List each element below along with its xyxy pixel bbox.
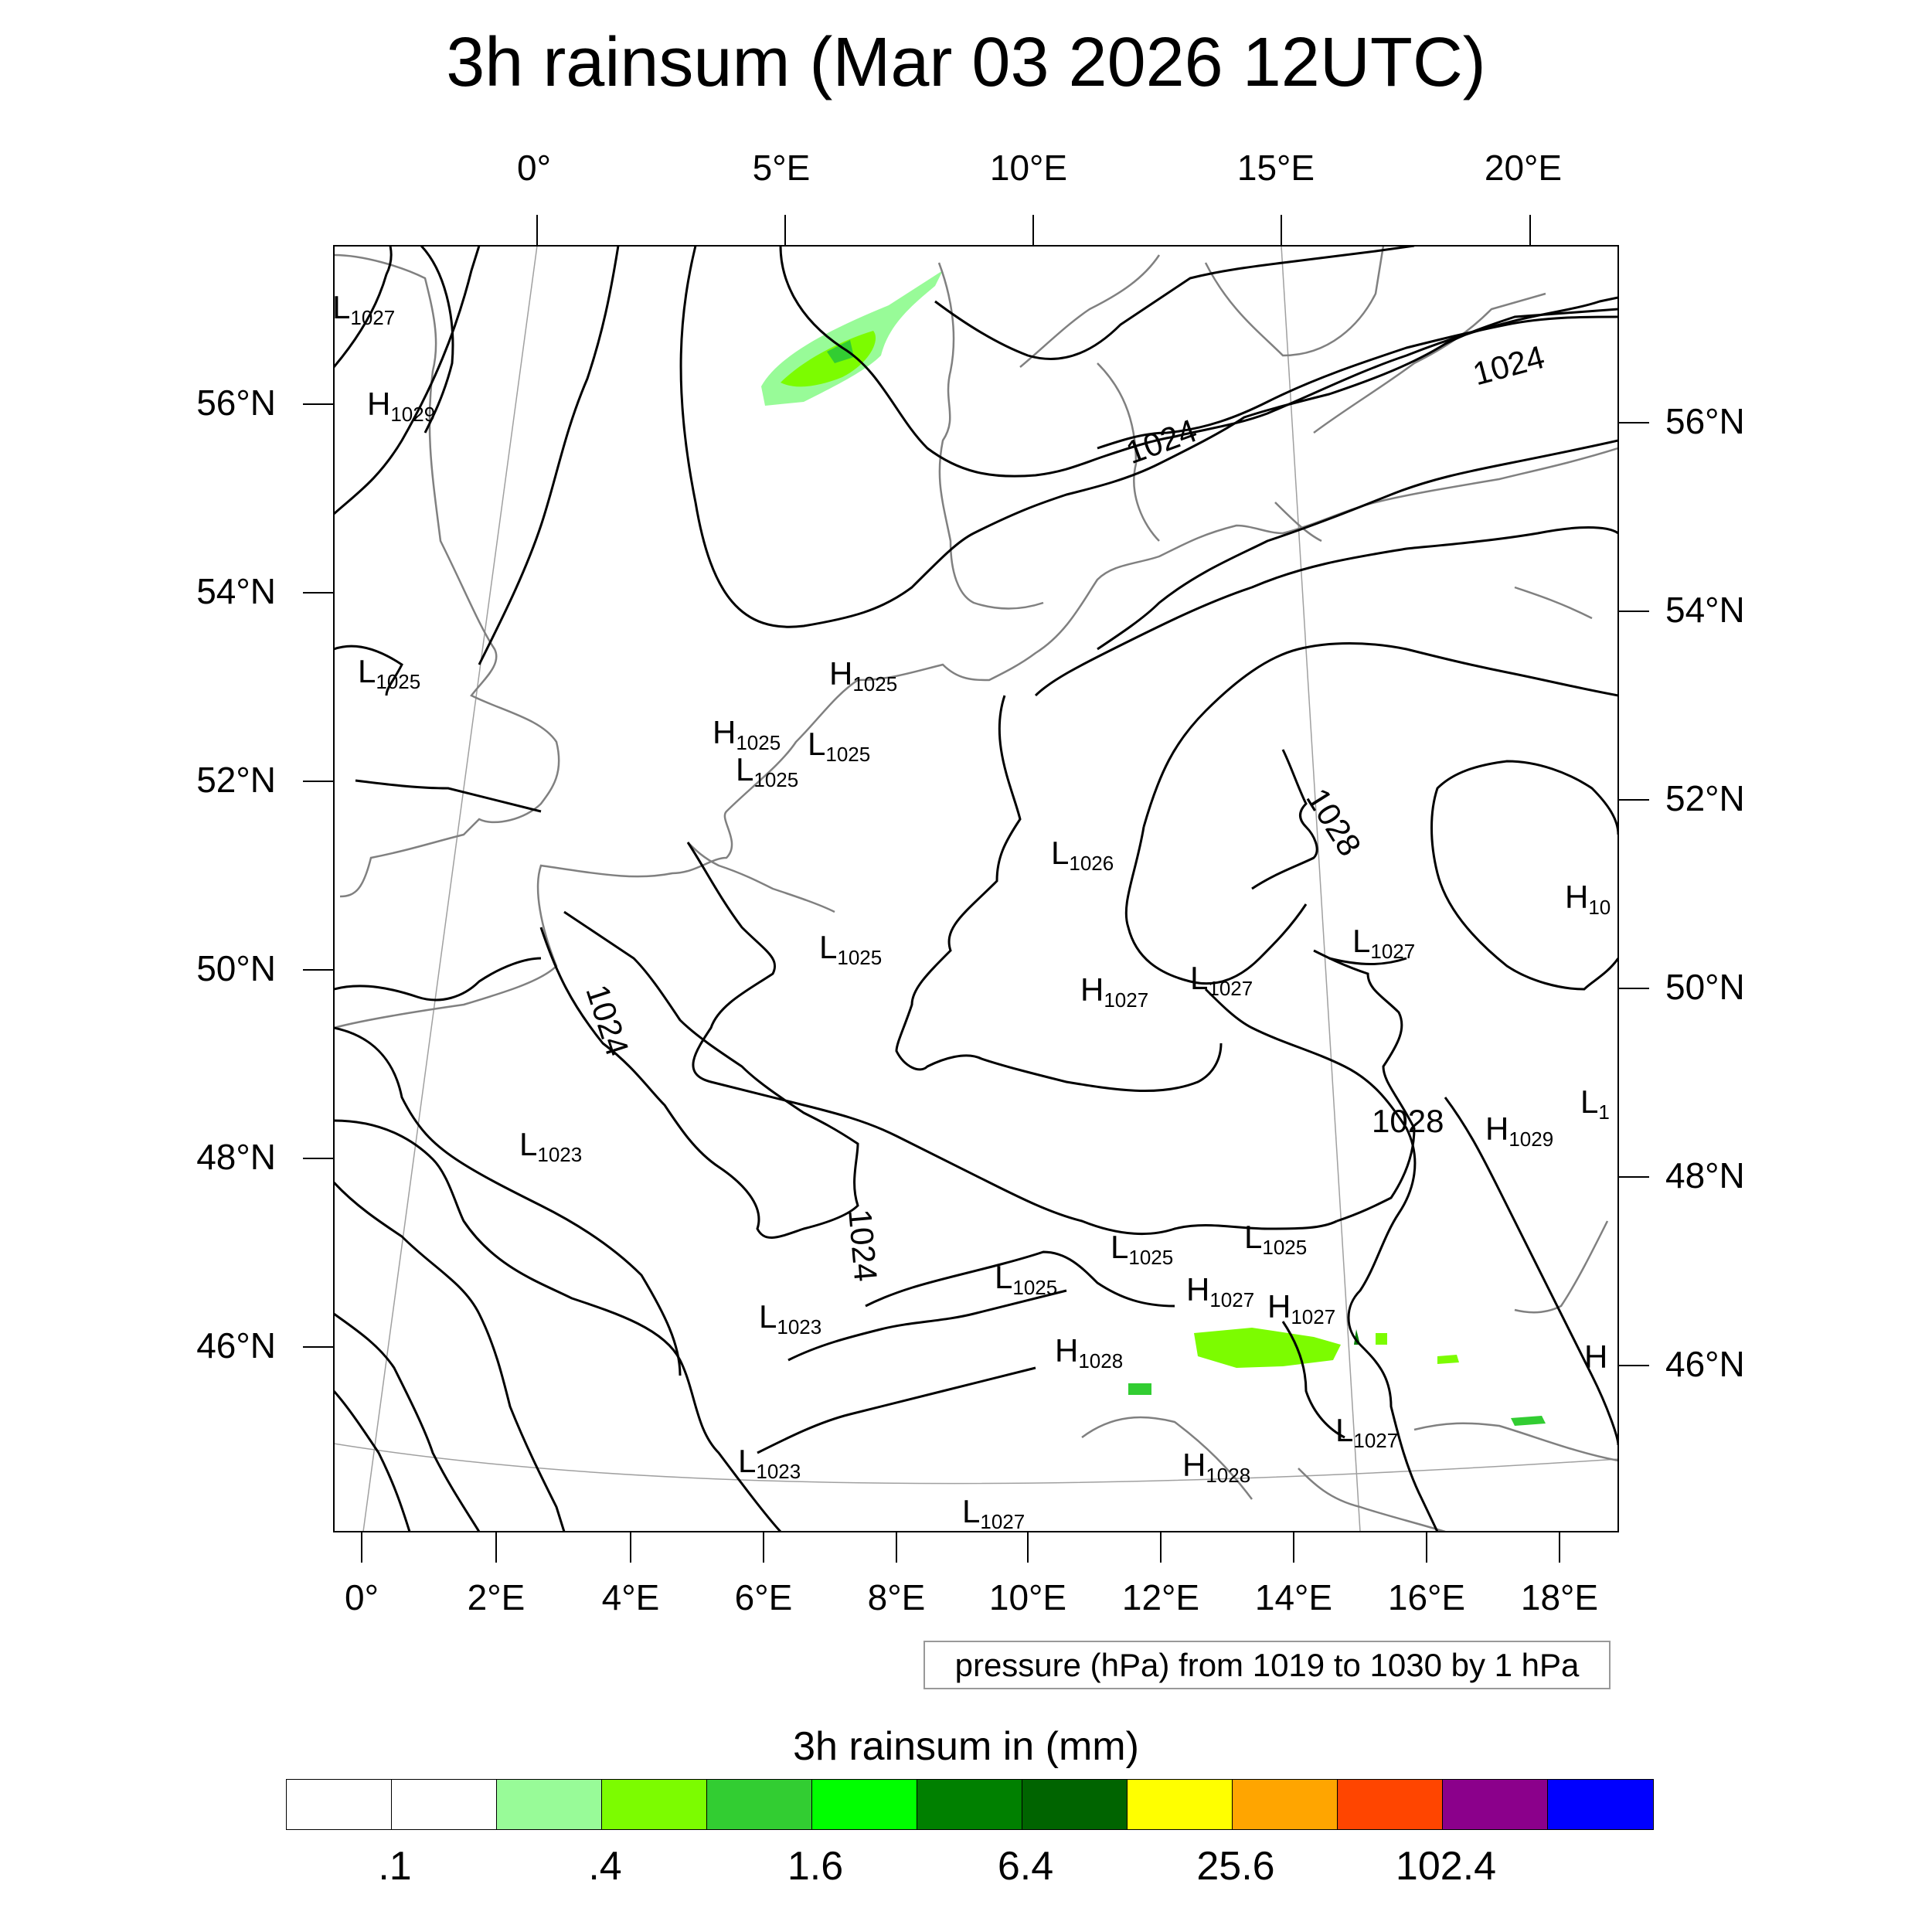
- pressure-center-label: H1025: [713, 714, 781, 754]
- right-lat-label: 50°N: [1665, 967, 1745, 1007]
- colorbar-swatch: [392, 1780, 497, 1829]
- colorbar-swatch: [1233, 1780, 1338, 1829]
- coastlines: [334, 246, 1618, 1532]
- axis-ticks: [303, 215, 1649, 1563]
- colorbar-tick-label: 1.6: [787, 1844, 844, 1889]
- pressure-center-label: L1027: [1190, 960, 1253, 1000]
- bottom-lon-label: 4°E: [601, 1577, 660, 1617]
- pressure-center-label: L1027: [962, 1493, 1025, 1533]
- left-lat-label: 56°N: [196, 383, 276, 423]
- colorbar-tick-label: 25.6: [1196, 1844, 1275, 1889]
- left-lat-label: 46°N: [196, 1325, 276, 1366]
- right-lat-label: 54°N: [1665, 590, 1745, 630]
- bottom-lon-label: 8°E: [867, 1577, 926, 1617]
- pressure-center-label: L1025: [1111, 1229, 1173, 1269]
- right-lat-label: 56°N: [1665, 401, 1745, 441]
- top-lon-label: 10°E: [989, 148, 1068, 188]
- colorbar-tick-label: 102.4: [1395, 1844, 1497, 1889]
- pressure-center-label: H1027: [1186, 1271, 1254, 1311]
- pressure-center-label: H10: [1565, 879, 1611, 919]
- isobar-label: 1028: [1299, 782, 1368, 862]
- pressure-center-label: L1025: [358, 653, 420, 693]
- pressure-center-label: H1029: [1485, 1111, 1553, 1151]
- graticule: [334, 246, 1618, 1532]
- pressure-center-label: H: [1584, 1338, 1607, 1375]
- left-lat-label: 52°N: [196, 760, 276, 800]
- pressure-centers: L1027 H1029 L1025 H1025 H1025 L1025 L102…: [332, 289, 1611, 1533]
- bottom-lon-label: 2°E: [467, 1577, 526, 1617]
- isobar-labels: 1024 1024 1024 1024 1028 1028: [579, 338, 1548, 1283]
- pressure-center-label: L1023: [519, 1126, 582, 1166]
- pressure-center-label: H1027: [1267, 1288, 1335, 1328]
- colorbar-swatch: [917, 1780, 1022, 1829]
- isobars: [334, 246, 1618, 1532]
- pressure-center-label: L1025: [736, 751, 798, 791]
- colorbar-swatch: [497, 1780, 602, 1829]
- isobar-label: 1028: [1372, 1103, 1444, 1139]
- isobar-label: 1024: [842, 1208, 884, 1283]
- pressure-center-label: L1026: [1051, 835, 1114, 875]
- pressure-center-label: L1025: [1244, 1219, 1307, 1259]
- bottom-lon-label: 6°E: [734, 1577, 793, 1617]
- pressure-center-label: L1025: [808, 726, 870, 766]
- bottom-lon-label: 16°E: [1387, 1577, 1466, 1617]
- isobar-label: 1024: [579, 981, 636, 1060]
- colorbar-tick-label: .1: [378, 1844, 412, 1889]
- bottom-lon-label: 18°E: [1520, 1577, 1599, 1617]
- right-lat-label: 48°N: [1665, 1155, 1745, 1196]
- top-lon-label: 5°E: [752, 148, 811, 188]
- bottom-lon-label: 14°E: [1254, 1577, 1333, 1617]
- pressure-center-label: L1025: [995, 1259, 1057, 1299]
- colorbar-swatch: [1443, 1780, 1548, 1829]
- right-lat-label: 46°N: [1665, 1344, 1745, 1384]
- pressure-center-label: H1025: [829, 655, 897, 696]
- pressure-center-label: H1028: [1182, 1447, 1250, 1487]
- colorbar-swatch: [1548, 1780, 1653, 1829]
- colorbar-title: 3h rainsum in (mm): [793, 1724, 1139, 1769]
- left-lat-label: 48°N: [196, 1137, 276, 1177]
- map-frame: [333, 245, 1619, 1532]
- pressure-center-label: H1028: [1055, 1332, 1123, 1372]
- colorbar: [286, 1779, 1654, 1830]
- colorbar-tick-label: .4: [588, 1844, 622, 1889]
- top-lon-label: 20°E: [1484, 148, 1563, 188]
- colorbar-swatch: [1022, 1780, 1128, 1829]
- right-lat-label: 52°N: [1665, 778, 1745, 818]
- colorbar-swatch: [812, 1780, 917, 1829]
- colorbar-swatch: [287, 1780, 392, 1829]
- colorbar-tick-label: 6.4: [997, 1844, 1054, 1889]
- bottom-lon-label: 0°: [345, 1577, 379, 1617]
- pressure-center-label: L1023: [738, 1443, 801, 1483]
- isobar-label: 1024: [1469, 338, 1548, 393]
- pressure-center-label: L1025: [819, 929, 882, 969]
- pressure-center-label: L1023: [759, 1298, 821, 1338]
- rain-field: [761, 270, 1546, 1426]
- pressure-center-label: L1027: [1335, 1412, 1398, 1452]
- pressure-center-label: H1029: [367, 386, 435, 426]
- colorbar-swatch: [602, 1780, 707, 1829]
- contour-info-box: pressure (hPa) from 1019 to 1030 by 1 hP…: [923, 1641, 1611, 1689]
- colorbar-swatch: [1338, 1780, 1443, 1829]
- top-lon-label: 0°: [517, 148, 551, 188]
- top-lon-label: 15°E: [1236, 148, 1315, 188]
- pressure-center-label: L1027: [332, 289, 395, 329]
- pressure-center-label: H1027: [1080, 971, 1148, 1012]
- map-title: 3h rainsum (Mar 03 2026 12UTC): [446, 24, 1486, 101]
- colorbar-swatch: [1128, 1780, 1233, 1829]
- bottom-lon-label: 12°E: [1121, 1577, 1200, 1617]
- colorbar-swatch: [707, 1780, 812, 1829]
- pressure-center-label: L1: [1580, 1083, 1610, 1124]
- bottom-lon-label: 10°E: [988, 1577, 1067, 1617]
- left-lat-label: 54°N: [196, 571, 276, 611]
- left-lat-label: 50°N: [196, 948, 276, 988]
- pressure-center-label: L1027: [1352, 923, 1415, 963]
